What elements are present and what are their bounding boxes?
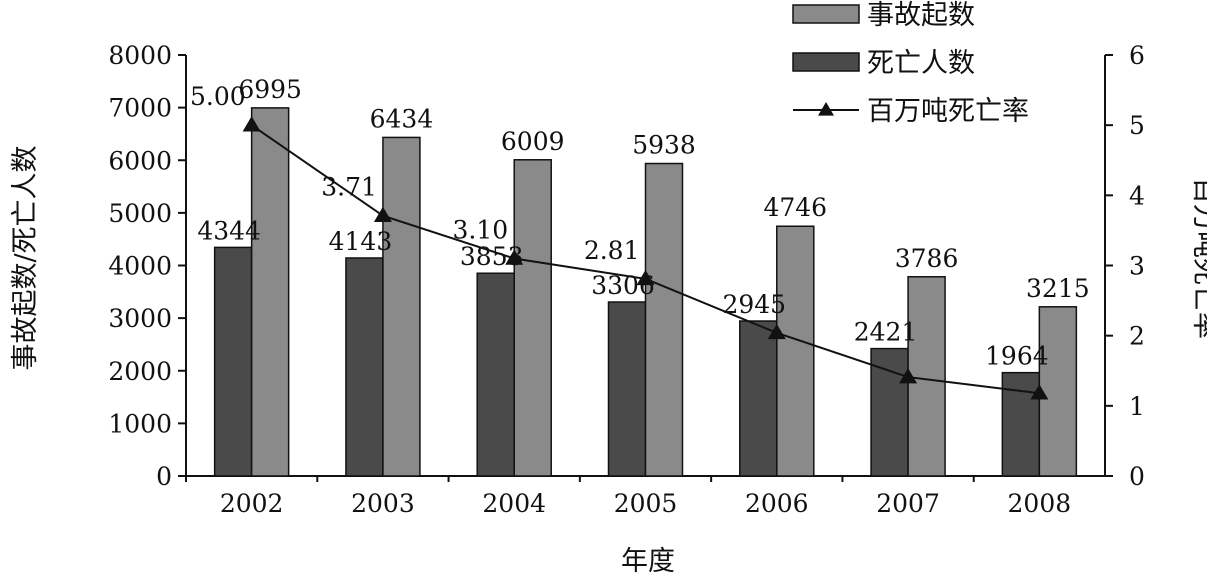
y-tick-right-label: 4 [1129, 181, 1145, 210]
y-tick-left-label: 6000 [108, 146, 172, 175]
bar-deaths [1001, 371, 1041, 477]
data-label-rate: 3.10 [453, 215, 509, 244]
rate-point [767, 323, 786, 340]
data-label-accidents: 6995 [238, 75, 302, 104]
y-tick-right-label: 5 [1129, 111, 1145, 140]
rate-line [242, 116, 1049, 400]
data-label-deaths: 4143 [329, 227, 393, 256]
bar-deaths [870, 347, 909, 477]
data-labels: 6995 4344 6434 4143 6009 3853 5938 3306 4746 2945… [190, 75, 1090, 371]
rate-point [505, 249, 524, 265]
y-tick-left-label: 3000 [108, 304, 172, 333]
bar-deaths [476, 272, 515, 477]
y-tick-right-label: 1 [1129, 392, 1145, 421]
bar-accidents [382, 136, 421, 477]
data-label-accidents: 6009 [501, 127, 565, 156]
y-axis-title-left: 事故起数/死亡人数 [10, 145, 41, 370]
y-tick-left-label: 5000 [108, 199, 172, 228]
y-tick-left-label: 0 [156, 462, 172, 491]
y-tick-left-label: 8000 [108, 41, 172, 70]
rate-point [242, 116, 261, 132]
y-tick-right-label: 3 [1129, 252, 1145, 281]
bar-accidents [776, 225, 815, 477]
legend-label-deaths: 死亡人数 [867, 48, 975, 79]
rate-point [1030, 384, 1049, 400]
data-label-accidents: 3215 [1026, 274, 1090, 303]
x-tick-label: 2003 [351, 489, 415, 518]
data-label-rate: 3.71 [321, 173, 377, 202]
data-label-deaths: 4344 [197, 216, 261, 245]
bar-accidents [1038, 306, 1078, 477]
data-label-deaths: 1964 [985, 342, 1049, 371]
rate-point [899, 368, 918, 384]
data-label-accidents: 6434 [370, 104, 434, 133]
bar-accidents [644, 162, 684, 477]
legend-label-rate: 百万吨死亡率 [867, 96, 1029, 127]
bar-deaths [607, 301, 647, 477]
legend-label-accidents: 事故起数 [867, 0, 975, 31]
data-label-rate: 5.00 [190, 82, 246, 111]
data-label-deaths: 2945 [722, 290, 786, 319]
y-tick-left-label: 2000 [108, 357, 172, 386]
axes: 0 1000 2000 3000 4000 5000 6000 7000 8000 0 1 2 3 4 5 6… [108, 41, 1145, 518]
bar-deaths [739, 320, 778, 477]
legend-swatch-deaths [792, 52, 860, 72]
x-axis-title: 年度 [621, 546, 675, 577]
data-label-deaths: 2421 [854, 318, 918, 347]
bars [213, 107, 1078, 477]
rate-point [373, 206, 392, 222]
y-tick-left-label: 4000 [108, 252, 172, 281]
y-tick-right-label: 2 [1129, 322, 1145, 351]
data-label-accidents: 5938 [632, 131, 696, 160]
bar-deaths [213, 246, 253, 477]
y-tick-right-label: 6 [1129, 41, 1145, 70]
bar-deaths [345, 257, 384, 477]
x-tick-label: 2007 [876, 489, 940, 518]
legend-marker-rate [818, 102, 834, 116]
x-tick-label: 2008 [1008, 489, 1072, 518]
data-label-rate: 2.81 [584, 236, 640, 265]
data-label-accidents: 3786 [895, 244, 959, 273]
y-tick-left-label: 1000 [108, 409, 172, 438]
y-axis-title-right: 百万吨死亡率 [1189, 177, 1207, 339]
x-tick-label: 2005 [614, 489, 678, 518]
x-tick-label: 2004 [482, 489, 546, 518]
data-label-deaths: 3853 [460, 242, 524, 271]
legend-swatch-accidents [792, 4, 860, 24]
y-tick-left-label: 7000 [108, 94, 172, 123]
bar-accidents [907, 276, 946, 477]
bar-accidents [513, 159, 552, 477]
rate-point [636, 269, 655, 286]
y-tick-right-label: 0 [1129, 462, 1145, 491]
data-label-deaths: 3306 [591, 271, 655, 300]
data-label-accidents: 4746 [763, 193, 827, 222]
bar-accidents [250, 107, 290, 477]
x-tick-label: 2002 [220, 489, 284, 518]
x-tick-label: 2006 [745, 489, 809, 518]
